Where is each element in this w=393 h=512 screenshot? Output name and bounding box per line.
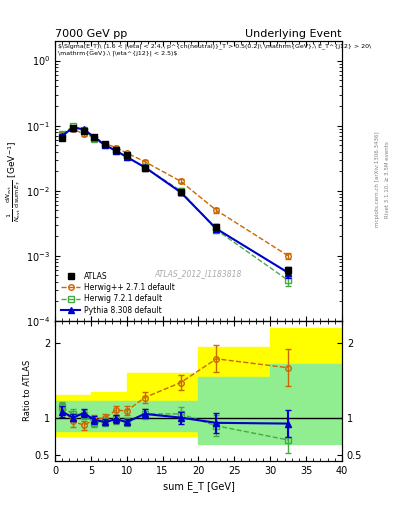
Text: mcplots.cern.ch [arXiv:1306.3436]: mcplots.cern.ch [arXiv:1306.3436]	[375, 132, 380, 227]
Text: Rivet 3.1.10, ≥ 3.5M events: Rivet 3.1.10, ≥ 3.5M events	[385, 141, 389, 218]
Y-axis label: Ratio to ATLAS: Ratio to ATLAS	[23, 360, 32, 421]
Text: $\Sigma(E_T)\ (1.6 < |\eta| < 2.4,\ p^{ch(neutral)}_T > 0.5(0.2)\ \mathrm{GeV},\: $\Sigma(E_T)\ (1.6 < |\eta| < 2.4,\ p^{c…	[58, 44, 371, 56]
Text: Underlying Event: Underlying Event	[245, 29, 342, 39]
Y-axis label: $\frac{1}{N_\mathrm{evt}}\,\frac{\mathrm{d}N_\mathrm{evt}}{\mathrm{d}\,\mathrm{s: $\frac{1}{N_\mathrm{evt}}\,\frac{\mathrm…	[4, 140, 23, 222]
Legend: ATLAS, Herwig++ 2.7.1 default, Herwig 7.2.1 default, Pythia 8.308 default: ATLAS, Herwig++ 2.7.1 default, Herwig 7.…	[59, 270, 177, 317]
Text: ATLAS_2012_I1183818: ATLAS_2012_I1183818	[155, 269, 242, 278]
Text: 7000 GeV pp: 7000 GeV pp	[55, 29, 127, 39]
X-axis label: sum E_T [GeV]: sum E_T [GeV]	[163, 481, 234, 492]
